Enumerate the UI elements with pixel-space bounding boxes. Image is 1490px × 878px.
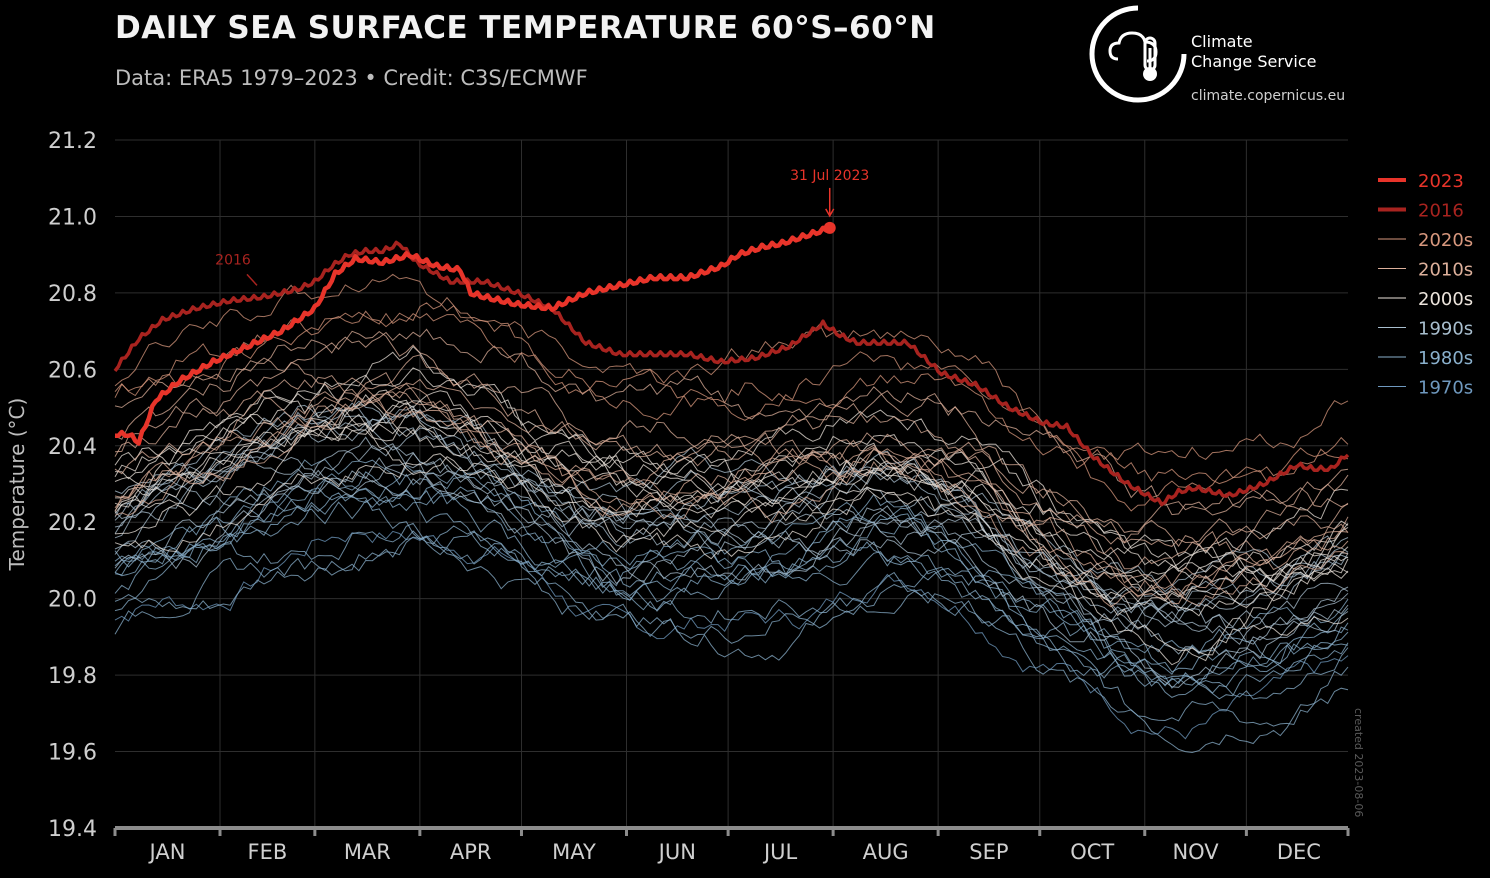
series-line-1980s	[114, 488, 1349, 662]
series-line-1970s	[114, 530, 1349, 740]
legend-label-2010s: 2010s	[1418, 260, 1473, 281]
series-line-2000s	[114, 421, 1349, 656]
logo-url[interactable]: climate.copernicus.eu	[1191, 88, 1346, 104]
legend-label-1970s: 1970s	[1418, 378, 1473, 399]
series-line-2000s	[114, 400, 1349, 582]
y-tick-label: 19.6	[48, 741, 97, 766]
series-line-1990s	[114, 407, 1349, 614]
x-tick-label-month: JAN	[148, 840, 186, 864]
series-line-1990s	[114, 436, 1349, 646]
series-line-1990s	[114, 402, 1349, 593]
y-tick-label: 20.4	[48, 435, 97, 460]
x-tick-label-month: AUG	[863, 840, 909, 864]
x-tick-label-month: NOV	[1172, 840, 1219, 864]
y-tick-label: 21.2	[48, 129, 97, 154]
x-tick-label-month: MAR	[344, 840, 391, 864]
series-line-2020s	[114, 296, 1349, 512]
series-line-2010s	[114, 372, 1349, 561]
x-tick-label-month: MAY	[552, 840, 596, 864]
y-tick-label: 21.0	[48, 205, 97, 230]
legend-label-2020s: 2020s	[1418, 230, 1473, 251]
annotation-arrowhead-2023	[825, 208, 835, 218]
series-line-1990s	[114, 457, 1349, 645]
series-line-1980s	[114, 522, 1349, 700]
chart-title: DAILY SEA SURFACE TEMPERATURE 60°S–60°N	[115, 10, 936, 46]
y-tick-label: 19.8	[48, 664, 97, 689]
annotation-2016: 2016	[215, 252, 251, 268]
series-line-1990s	[114, 405, 1349, 633]
x-tick-label-month: JUL	[762, 840, 798, 864]
legend-label-2000s: 2000s	[1418, 289, 1473, 310]
x-tick-label-month: FEB	[248, 840, 288, 864]
x-tick-label-month: JUN	[657, 840, 696, 864]
thermometer-cloud-icon	[1089, 5, 1187, 103]
y-tick-label: 20.2	[48, 511, 97, 536]
series-line-2010s	[114, 328, 1349, 516]
created-date-credit: created 2023-08-06	[1352, 708, 1365, 818]
logo-name-line2: Change Service	[1191, 52, 1317, 71]
x-tick-label-month: APR	[450, 840, 492, 864]
series-line-2010s	[114, 396, 1349, 607]
series-line-2016	[113, 240, 1350, 507]
series-line-2010s	[114, 388, 1349, 605]
x-tick-label-month: DEC	[1277, 840, 1321, 864]
legend: 2023 2016 2020s 2010s 2000s 1990s 1980s 1970s	[1378, 171, 1473, 399]
y-tick-label: 20.6	[48, 358, 97, 383]
series-line-1980s	[114, 473, 1349, 700]
series-line-1990s	[114, 470, 1349, 688]
series-line-2010s	[114, 374, 1349, 570]
legend-label-1990s: 1990s	[1418, 319, 1473, 340]
series-line-2000s	[114, 389, 1349, 609]
series-line-2000s	[114, 413, 1349, 617]
point-31-jul-2023	[823, 221, 836, 234]
grid: 19.4 19.6 19.8 20.0 20.2 20.4 20.6 20.8 21.0 21.2…	[5, 129, 1350, 864]
legend-label-1980s: 1980s	[1418, 348, 1473, 369]
y-tick-label: 19.4	[48, 817, 97, 842]
series-line-2010s	[114, 354, 1349, 533]
series-line-1980s	[114, 490, 1349, 694]
series-line-1980s	[114, 458, 1349, 675]
legend-label-2023: 2023	[1418, 171, 1464, 192]
y-axis-label: Temperature (°C)	[5, 398, 29, 572]
series-line-2010s	[114, 386, 1349, 608]
series-line-2000s	[114, 394, 1349, 588]
series-line-2023	[115, 225, 831, 446]
series-line-2020s	[114, 311, 1349, 485]
series-line-2000s	[114, 400, 1349, 610]
chart-subtitle: Data: ERA5 1979–2023 • Credit: C3S/ECMWF	[115, 66, 588, 90]
logo-name-line1: Climate	[1191, 32, 1253, 51]
y-tick-label: 20.8	[48, 282, 97, 307]
series-line-2000s	[114, 367, 1349, 573]
series-line-1980s	[114, 535, 1349, 727]
series-line-1980s	[114, 525, 1349, 754]
x-tick-label-month: SEP	[969, 840, 1008, 864]
series-line-2010s	[114, 330, 1349, 547]
series-line-1980s	[114, 493, 1349, 686]
series-line-2000s	[114, 345, 1349, 582]
copernicus-logo[interactable]: Climate Change Service climate.copernicu…	[1088, 4, 1348, 104]
annotation-31-jul-2023: 31 Jul 2023	[790, 168, 869, 184]
decade-lines	[114, 273, 1349, 754]
series-line-2000s	[114, 453, 1349, 666]
annotation-arrow-2016	[246, 273, 258, 286]
y-tick-label: 20.0	[48, 588, 97, 613]
legend-label-2016: 2016	[1418, 201, 1464, 222]
x-tick-label-month: OCT	[1070, 840, 1114, 864]
